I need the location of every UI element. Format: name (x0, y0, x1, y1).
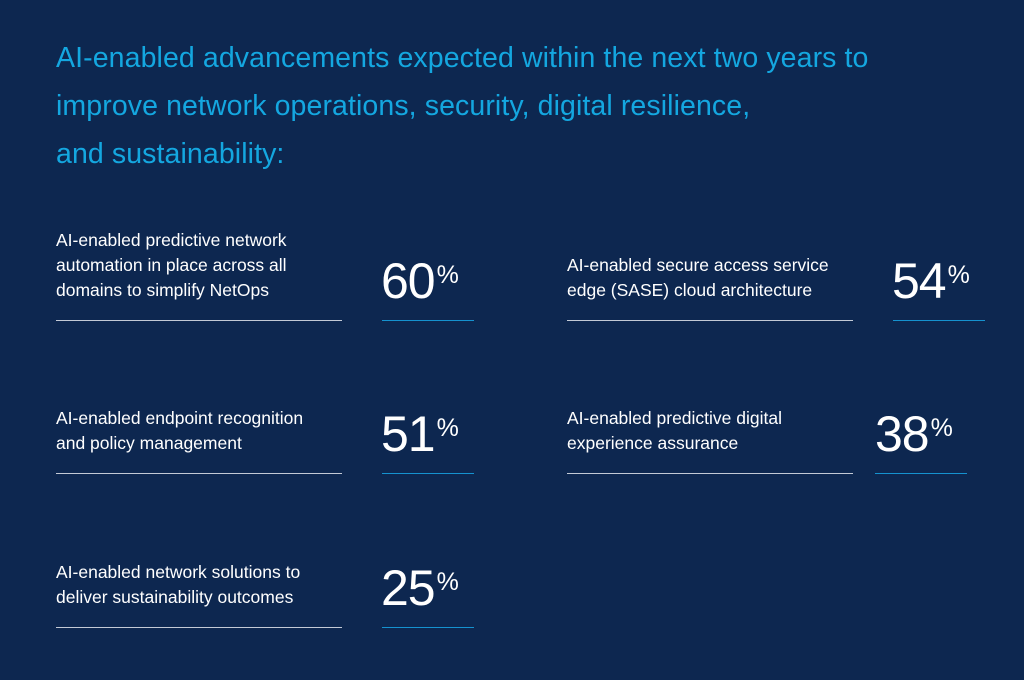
stat-value-divider (382, 627, 474, 628)
stat-value-divider (893, 320, 985, 321)
stat-value-divider (382, 473, 474, 474)
page-title: AI-enabled advancements expected within … (56, 34, 996, 178)
stat-number: 60 (381, 253, 436, 309)
title-line: and sustainability: (56, 138, 285, 170)
stat-label-divider (56, 627, 342, 628)
stat-number: 51 (381, 406, 436, 462)
stat-number: 38 (875, 406, 930, 462)
stat-label-divider (56, 473, 342, 474)
stat-label-line: AI-enabled endpoint recognition (56, 408, 304, 428)
stat-label: AI-enabled secure access service edge (S… (567, 253, 829, 303)
stat-label: AI-enabled endpoint recognition and poli… (56, 406, 303, 456)
stat-value-divider (875, 473, 967, 474)
stat-label-line: experience assurance (567, 433, 739, 453)
stat-value: 60% (381, 256, 459, 306)
stat-number: 54 (892, 253, 947, 309)
stat-label-line: automation in place across all (56, 255, 287, 275)
percent-sign: % (947, 261, 970, 289)
percent-sign: % (436, 568, 459, 596)
stat-label: AI-enabled network solutions to deliver … (56, 560, 300, 610)
stat-value: 25% (381, 563, 459, 613)
stat-value: 54% (892, 256, 970, 306)
stat-label: AI-enabled predictive network automation… (56, 228, 287, 303)
stat-label-line: domains to simplify NetOps (56, 280, 269, 300)
stat-value: 51% (381, 409, 459, 459)
stat-label-divider (567, 320, 853, 321)
stat-label-line: edge (SASE) cloud architecture (567, 280, 813, 300)
stat-label-divider (56, 320, 342, 321)
stat-value-divider (382, 320, 474, 321)
title-line: improve network operations, security, di… (56, 90, 751, 122)
stat-number: 25 (381, 560, 436, 616)
stat-value: 38% (875, 409, 953, 459)
stat-label-line: AI-enabled predictive digital (567, 408, 782, 428)
stat-label-line: AI-enabled secure access service (567, 255, 829, 275)
stat-label-line: AI-enabled predictive network (56, 230, 287, 250)
stat-label-line: deliver sustainability outcomes (56, 587, 294, 607)
percent-sign: % (436, 261, 459, 289)
title-line: AI-enabled advancements expected within … (56, 42, 869, 74)
stat-label-line: and policy management (56, 433, 242, 453)
percent-sign: % (930, 414, 953, 442)
percent-sign: % (436, 414, 459, 442)
stat-label-divider (567, 473, 853, 474)
stat-label-line: AI-enabled network solutions to (56, 562, 301, 582)
stat-label: AI-enabled predictive digital experience… (567, 406, 782, 456)
